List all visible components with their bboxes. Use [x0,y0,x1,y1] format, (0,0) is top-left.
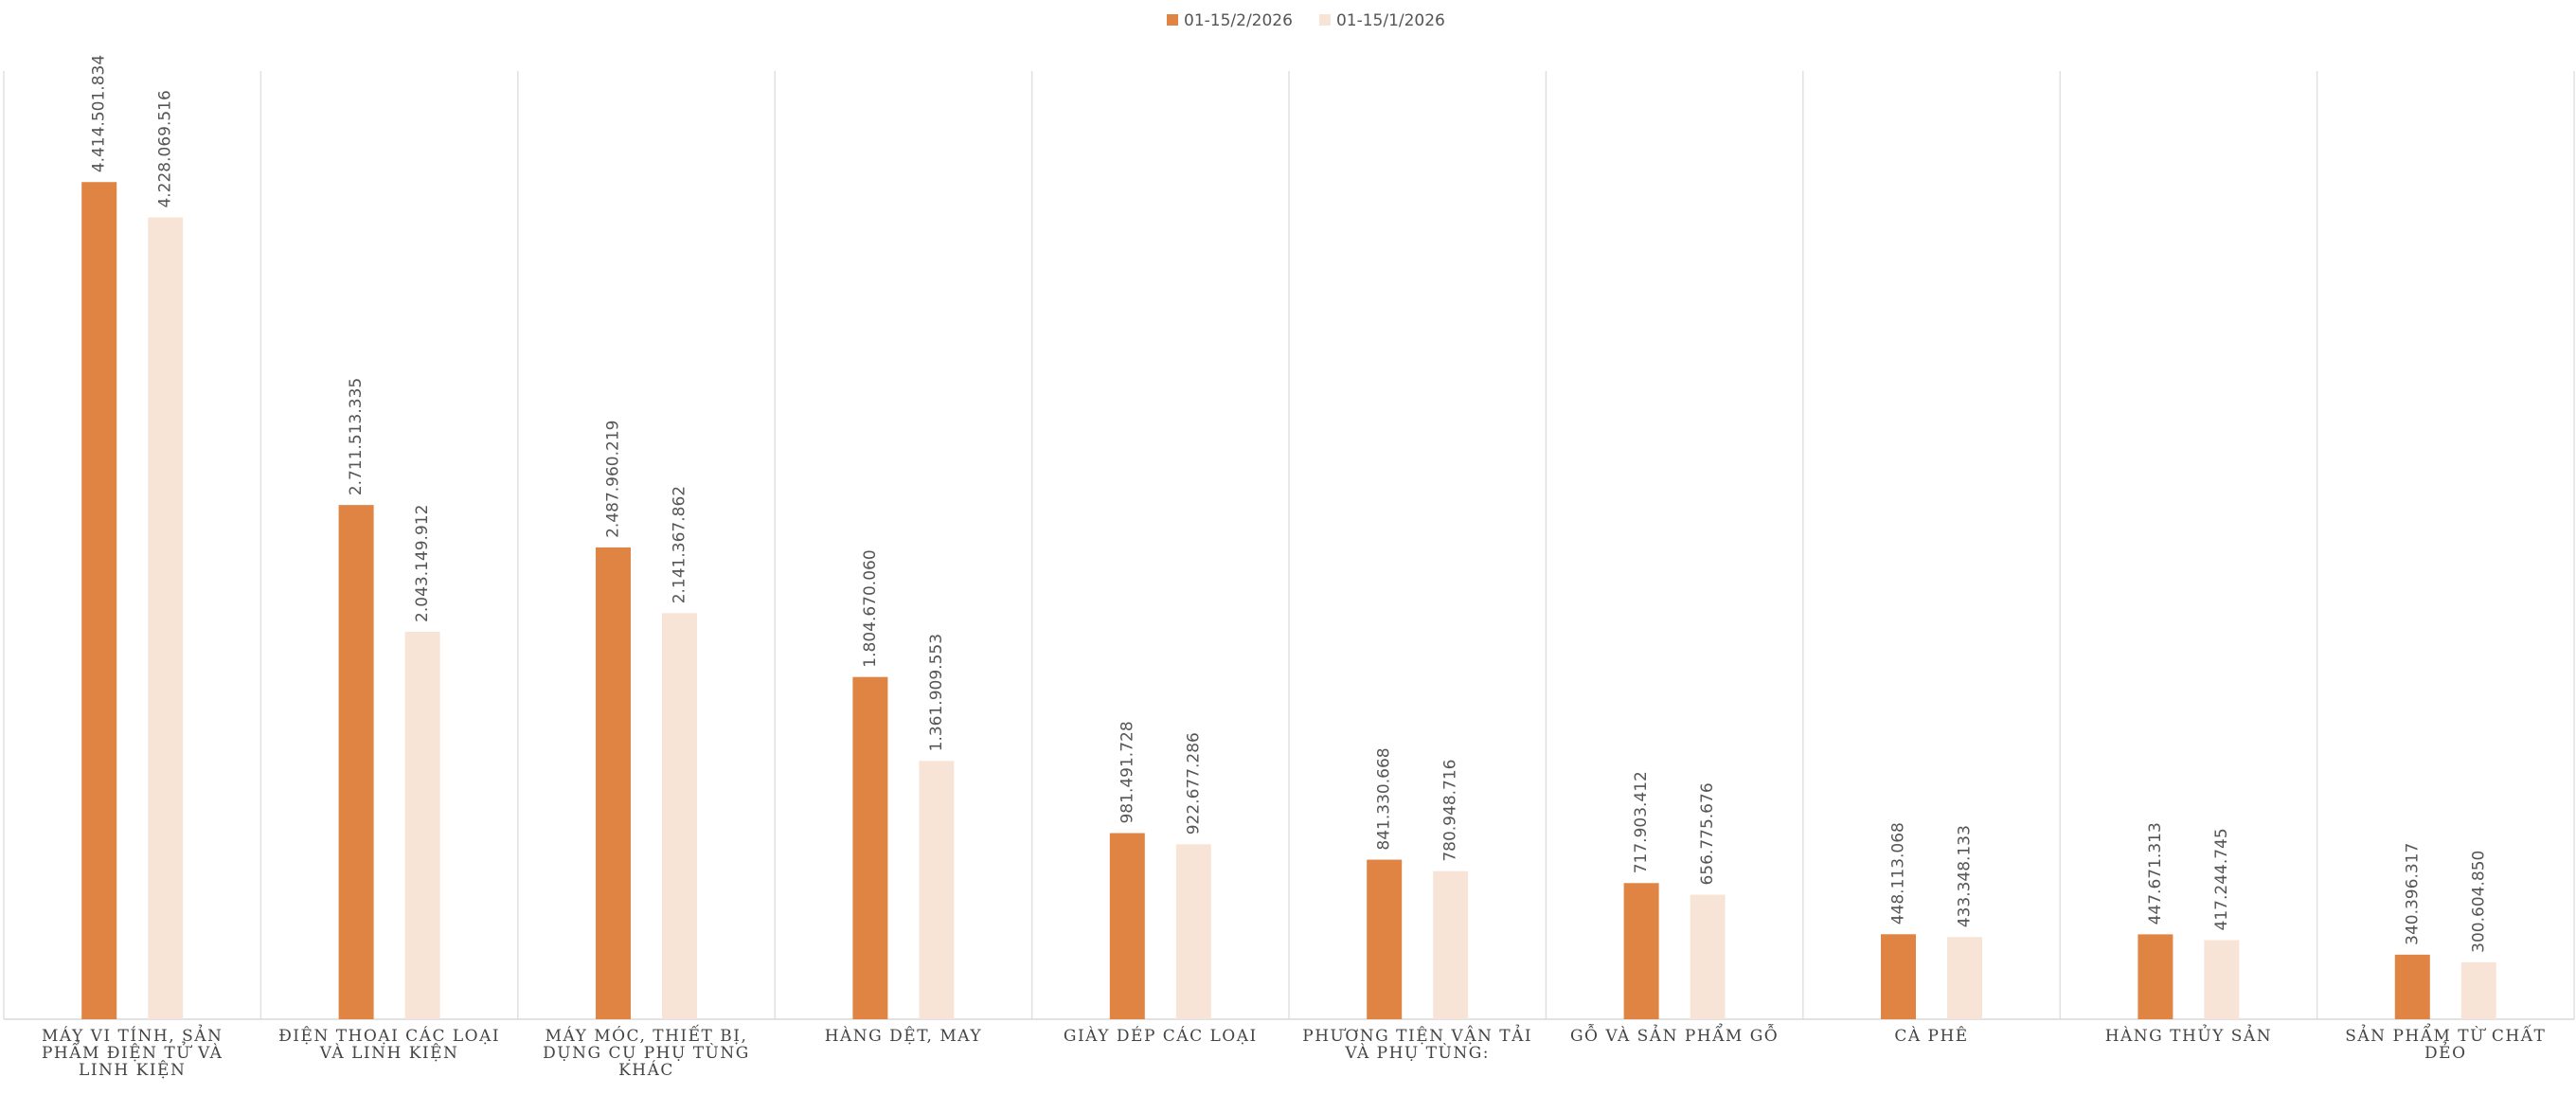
bar [148,217,184,1020]
bar [1109,833,1145,1019]
x-tick-label: ĐIỆN THOẠI CÁC LOẠI VÀ LINH KIỆN [278,1027,501,1063]
bar [404,631,440,1019]
value-label: 2.141.367.862 [671,486,689,603]
value-label: 433.348.133 [1956,825,1975,927]
value-label: 656.775.676 [1698,782,1717,885]
value-label: 2.043.149.912 [413,505,432,622]
value-label: 1.361.909.553 [927,634,946,751]
x-tick-label: GIÀY DÉP CÁC LOẠI [1063,1027,1258,1046]
bar [596,547,631,1019]
bar [2460,961,2496,1019]
x-tick-label: GỖ VÀ SẢN PHẨM GỖ [1569,1027,1780,1046]
bar [2394,954,2430,1019]
value-label: 4.228.069.516 [156,90,175,207]
bar [1367,859,1403,1019]
bar [1623,883,1659,1019]
x-tick-label: SẢN PHẨM TỪ CHẤT DẺO [2345,1027,2547,1063]
legend-label: 01-15/2/2026 [1184,11,1293,30]
bar [919,761,955,1019]
value-label: 2.487.960.219 [604,421,623,538]
value-label: 981.491.728 [1118,721,1136,823]
value-label: 340.396.317 [2403,843,2422,945]
value-label: 717.903.412 [1632,771,1651,873]
value-label: 4.414.501.834 [90,55,109,172]
bar [1175,844,1211,1019]
x-tick-label: CÀ PHÊ [1894,1027,1969,1046]
bar [1881,934,1916,1019]
legend-swatch [1167,14,1178,26]
legend-swatch [1318,14,1331,26]
x-tick-label: MÁY MÓC, THIẾT BỊ, DỤNG CỤ PHỤ TÙNG KHÁC [543,1027,750,1080]
value-label: 1.804.670.060 [861,549,880,667]
bar [1433,871,1469,1019]
value-label: 447.671.313 [2146,822,2165,924]
value-label: 300.604.850 [2469,851,2488,953]
legend-label: 01-15/1/2026 [1336,11,1445,30]
bar [1690,894,1726,1019]
value-label: 448.113.068 [1889,822,1908,924]
bar [338,505,374,1019]
bar [2204,940,2240,1019]
bar [81,182,117,1019]
value-label: 841.330.668 [1375,747,1394,850]
x-tick-label: HÀNG DỆT, MAY [824,1027,983,1046]
x-tick-label: PHƯƠNG TIỆN VẬN TẢI VÀ PHỤ TÙNG: [1302,1027,1533,1063]
x-tick-label: HÀNG THỦY SẢN [2104,1027,2273,1046]
value-label: 417.244.745 [2212,828,2231,930]
value-label: 922.677.286 [1184,732,1203,835]
value-label: 2.711.513.335 [347,378,366,495]
x-tick-label: MÁY VI TÍNH, SẢN PHẨM ĐIỆN TỬ VÀ LINH KI… [41,1027,224,1080]
bar [662,613,697,1019]
value-label: 780.948.716 [1441,759,1460,861]
bar [1947,937,1982,1019]
bar [2138,934,2174,1019]
bar [852,676,888,1019]
